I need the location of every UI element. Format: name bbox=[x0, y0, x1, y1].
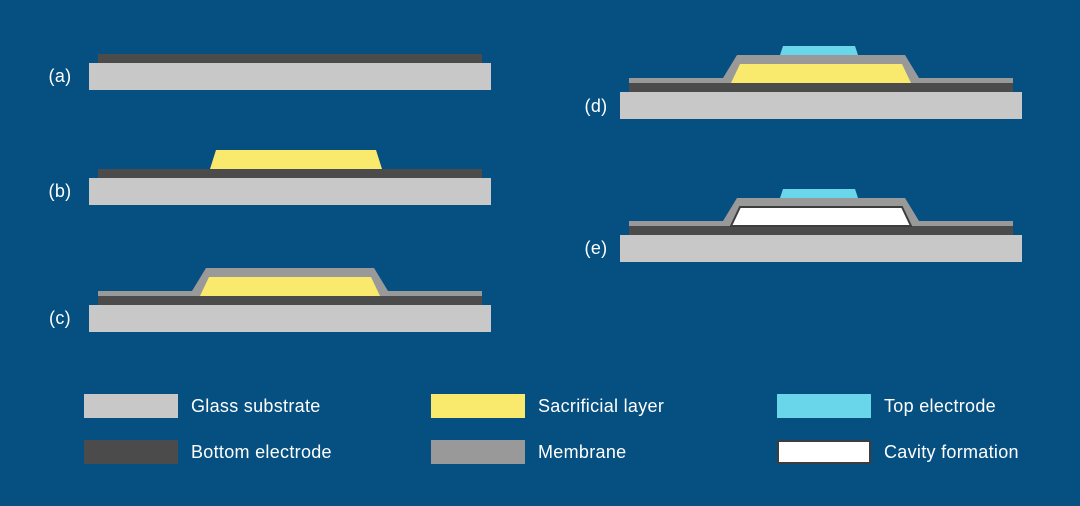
sacrificial-layer-swatch bbox=[431, 394, 525, 418]
sacrificial-layer bbox=[210, 150, 382, 169]
bottom-electrode-layer bbox=[98, 169, 482, 178]
step-b-label: (b) bbox=[48, 181, 72, 201]
glass-substrate-layer bbox=[620, 92, 1022, 119]
step-c-label: (c) bbox=[49, 308, 71, 328]
step-d-diagram bbox=[620, 46, 1022, 119]
step-d-label: (d) bbox=[584, 96, 608, 116]
step-a-label: (a) bbox=[48, 66, 72, 86]
top-electrode-layer bbox=[780, 46, 858, 55]
legend-item-membrane: Membrane bbox=[431, 440, 626, 464]
sacrificial-layer bbox=[200, 277, 380, 296]
legend-item-glass-substrate: Glass substrate bbox=[84, 394, 321, 418]
legend-label: Membrane bbox=[538, 442, 627, 462]
top-electrode-layer bbox=[780, 189, 858, 198]
legend-label: Top electrode bbox=[884, 396, 996, 416]
bottom-electrode-layer bbox=[629, 83, 1013, 92]
membrane-swatch bbox=[431, 440, 525, 464]
legend-label: Glass substrate bbox=[191, 396, 321, 416]
glass-substrate-layer bbox=[89, 178, 491, 205]
glass-substrate-layer bbox=[620, 235, 1022, 262]
bottom-electrode-layer bbox=[629, 226, 1013, 235]
bottom-electrode-layer bbox=[98, 296, 482, 305]
legend-label: Bottom electrode bbox=[191, 442, 332, 462]
bottom-electrode-swatch bbox=[84, 440, 178, 464]
top-electrode-swatch bbox=[777, 394, 871, 418]
sacrificial-layer bbox=[731, 64, 911, 83]
cavity-formation-swatch bbox=[777, 440, 871, 464]
legend-label: Sacrificial layer bbox=[538, 396, 665, 416]
bottom-electrode-layer bbox=[98, 54, 482, 63]
glass-substrate-layer bbox=[89, 305, 491, 332]
step-c-diagram bbox=[89, 268, 491, 332]
glass-substrate-layer bbox=[89, 63, 491, 90]
legend-item-bottom-electrode: Bottom electrode bbox=[84, 440, 332, 464]
glass-substrate-swatch bbox=[84, 394, 178, 418]
legend-item-cavity-formation: Cavity formation bbox=[777, 440, 1019, 464]
legend-item-sacrificial-layer: Sacrificial layer bbox=[431, 394, 664, 418]
legend-label: Cavity formation bbox=[884, 442, 1019, 462]
step-e-label: (e) bbox=[584, 238, 608, 258]
step-b-diagram bbox=[89, 150, 491, 205]
step-e-diagram bbox=[620, 189, 1022, 262]
cavity-layer bbox=[729, 206, 913, 227]
legend-item-top-electrode: Top electrode bbox=[777, 394, 996, 418]
step-a-diagram bbox=[89, 54, 491, 90]
